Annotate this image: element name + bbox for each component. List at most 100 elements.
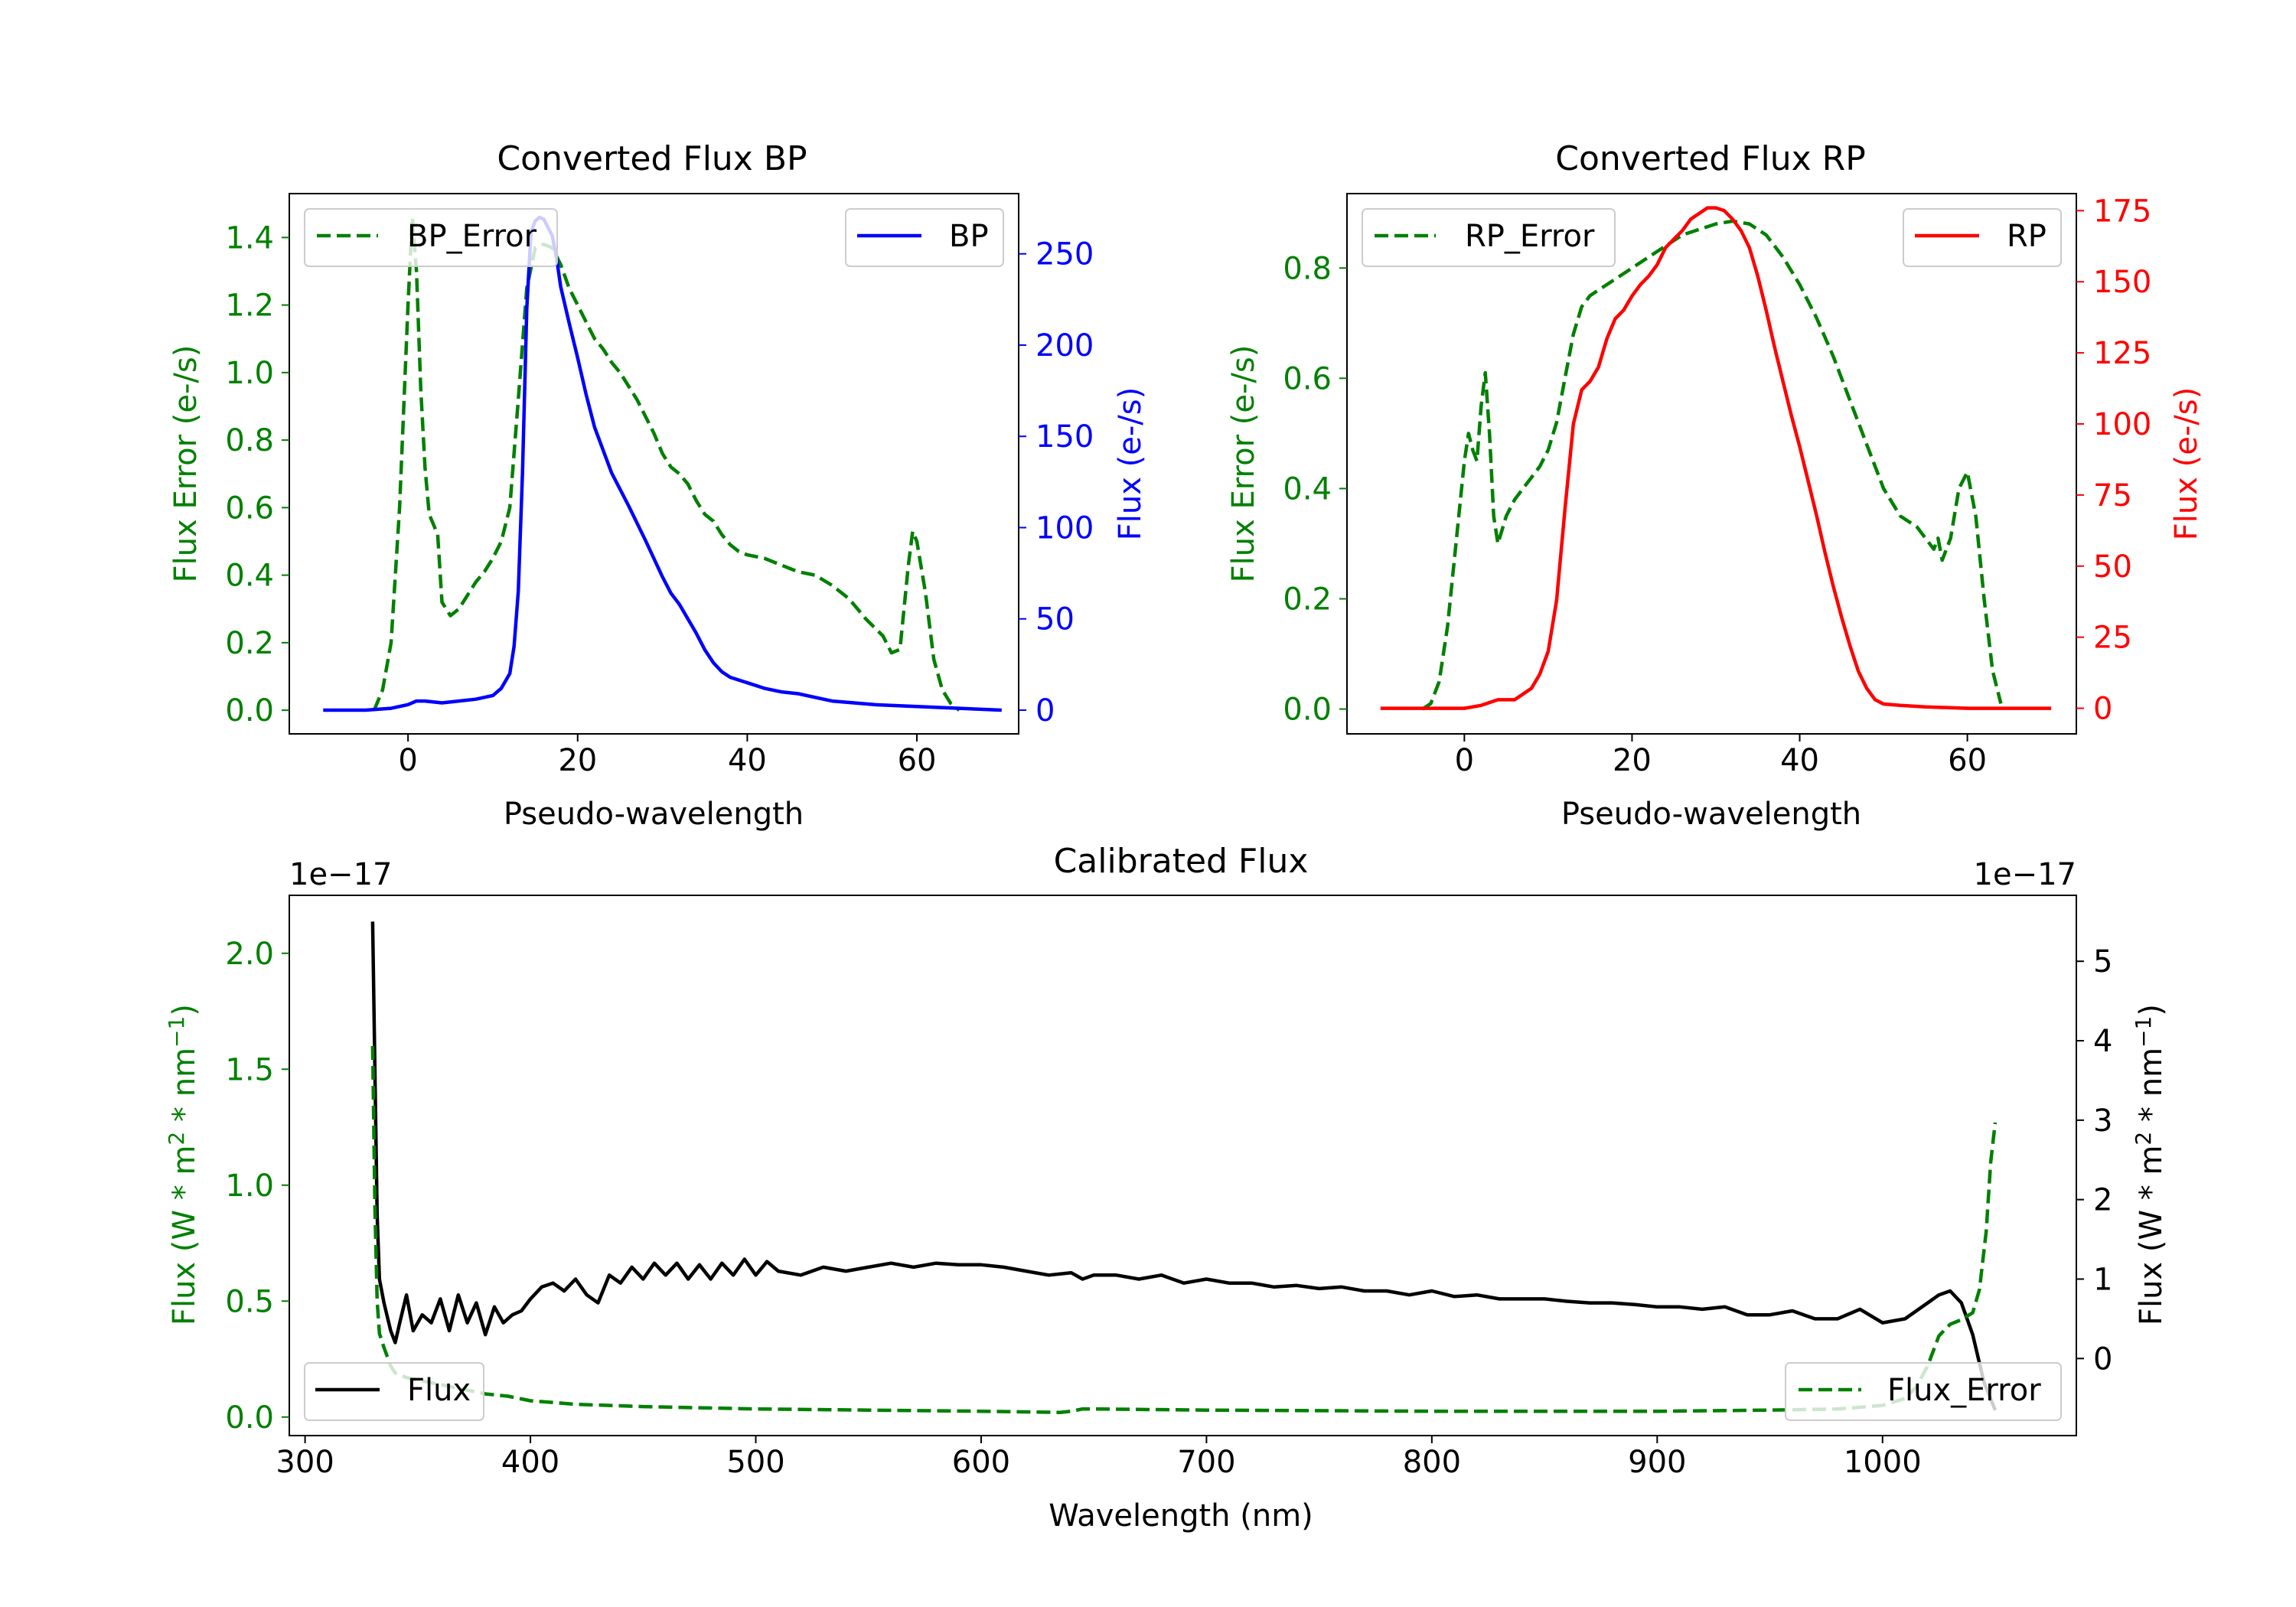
rp-title: Converted Flux RP (1555, 139, 1866, 178)
calibrated-y-left-tick-label: 0.5 (225, 1284, 274, 1319)
bp-x-axis-label: Pseudo-wavelength (504, 797, 804, 832)
rp-y-right-tick-label: 125 (2093, 336, 2151, 371)
calibrated-ylabel-right-sup2: −1 (2131, 1016, 2156, 1048)
rp-y-axis-label-right: Flux (e-/s) (2169, 387, 2204, 540)
bp-y-left-tick-label: 0.2 (225, 626, 274, 661)
rp-y-right-tick-label: 75 (2093, 478, 2132, 513)
rp-y-axis-left: 0.0 0.2 0.4 0.6 0.8 (1283, 251, 1347, 728)
bp-y-right-tick-label: 150 (1035, 419, 1094, 455)
bp-y-axis-right: 0 50 100 150 200 250 (1019, 237, 1094, 729)
rp-y-right-tick-label: 175 (2093, 194, 2151, 229)
rp-y-axis-label-left: Flux Error (e-/s) (1226, 345, 1261, 583)
bp-y-left-tick-label: 1.4 (225, 220, 274, 256)
bp-legend-right: BP (845, 208, 1004, 267)
rp-y-left-tick-label: 0.6 (1283, 361, 1332, 396)
calibrated-y-axis-label-left: Flux (W * m2 * nm−1) (164, 1004, 202, 1325)
calibrated-offset-right: 1e−17 (1974, 857, 2076, 892)
calibrated-x-tick-label: 500 (726, 1445, 784, 1480)
calibrated-ylabel-right-sup: 2 (2131, 1132, 2156, 1146)
bp-y-axis-label-left: Flux Error (e-/s) (168, 345, 204, 583)
calibrated-y-right-tick-label: 0 (2093, 1341, 2112, 1377)
calibrated-y-right-tick-label: 2 (2093, 1183, 2112, 1218)
rp-y-right-tick-label: 50 (2093, 549, 2132, 585)
rp-y-left-tick-label: 0.2 (1283, 582, 1332, 618)
bp-legend-left: BP_Error (304, 208, 558, 267)
rp-series-rp (1380, 206, 2052, 710)
bp-y-left-tick-label: 0.8 (225, 423, 274, 458)
calibrated-x-tick-label: 1000 (1844, 1445, 1922, 1480)
calibrated-ylabel-left-end: ) (167, 1004, 202, 1016)
bp-title: Converted Flux BP (497, 139, 807, 178)
rp-x-tick-label: 40 (1780, 743, 1819, 778)
calibrated-ylabel-right-mid: * nm (2134, 1048, 2169, 1132)
calibrated-x-tick-label: 400 (501, 1445, 559, 1480)
calibrated-y-left-tick-label: 1.0 (225, 1169, 274, 1204)
calibrated-title: Calibrated Flux (1054, 842, 1309, 881)
bp-panel: Converted Flux BP 0 20 40 60 0.00.20.40.60.… (168, 139, 1148, 832)
calibrated-ylabel-right-a: Flux (W * m (2134, 1146, 2169, 1325)
rp-x-axis: 0 20 40 60 (1455, 734, 1987, 778)
bp-y-left-tick-label: 0.0 (225, 693, 274, 729)
bp-y-left-tick-label: 0.6 (225, 491, 274, 526)
calibrated-y-right-tick-label: 3 (2093, 1103, 2112, 1139)
calibrated-y-right-tick-label: 5 (2093, 944, 2112, 980)
bp-y-right-tick-label: 250 (1035, 237, 1094, 272)
bp-y-right-tick-label: 50 (1035, 602, 1075, 637)
calibrated-series-flux (370, 921, 1998, 1411)
calibrated-series (370, 921, 1998, 1414)
bp-y-left-tick-label: 1.0 (225, 356, 274, 391)
bp-y-right-tick-label: 100 (1035, 510, 1094, 546)
calibrated-x-axis: 300 400 500 600 700 800 900 1000 (276, 1436, 1922, 1480)
calibrated-y-right-tick-label: 1 (2093, 1262, 2112, 1297)
calibrated-x-tick-label: 700 (1177, 1445, 1235, 1480)
rp-x-tick-label: 60 (1948, 743, 1987, 778)
bp-x-tick-label: 60 (898, 743, 937, 778)
bp-series (323, 215, 1002, 712)
calibrated-plot-frame (289, 895, 2077, 1436)
calibrated-x-tick-label: 900 (1628, 1445, 1686, 1480)
bp-legend-label-flux: BP (949, 219, 989, 254)
rp-y-right-tick-label: 100 (2093, 407, 2151, 442)
bp-plot-frame (289, 193, 1019, 735)
bp-y-axis-left: 0.0 0.2 0.4 0.6 0.8 1.0 1.2 1.4 (225, 220, 289, 729)
calibrated-panel: Calibrated Flux 1e−17 1e−17 300 400 500 600… (164, 842, 2169, 1534)
calibrated-legend-right: Flux_Error (1785, 1362, 2062, 1421)
bp-series-bp-error (372, 215, 960, 712)
calibrated-ylabel-left-a: Flux (W * m (167, 1146, 202, 1325)
rp-plot-frame (1346, 193, 2077, 735)
calibrated-ylabel-left-sup2: −1 (164, 1016, 189, 1048)
calibrated-x-axis-label: Wavelength (nm) (1049, 1498, 1313, 1534)
bp-legend-label-error: BP_Error (407, 219, 537, 254)
rp-legend-right: RP (1903, 208, 2062, 267)
calibrated-legend-label-error: Flux_Error (1887, 1373, 2041, 1408)
rp-x-axis-label: Pseudo-wavelength (1561, 797, 1861, 832)
calibrated-y-axis-left: 0.0 0.5 1.0 1.5 2.0 (225, 937, 289, 1436)
calibrated-y-left-tick-label: 0.0 (225, 1400, 274, 1436)
calibrated-offset-left: 1e−17 (289, 857, 392, 892)
rp-y-right-tick-label: 25 (2093, 621, 2132, 656)
calibrated-legend-label-flux: Flux (407, 1373, 471, 1408)
calibrated-ylabel-left-mid: * nm (167, 1048, 202, 1132)
calibrated-series-flux-error (370, 1045, 1998, 1414)
rp-y-right-tick-label: 0 (2093, 692, 2112, 727)
calibrated-y-left-tick-label: 1.5 (225, 1052, 274, 1087)
rp-y-left-tick-label: 0.0 (1283, 693, 1332, 728)
rp-panel: Converted Flux RP 0 20 40 60 0.00.20.40.60.… (1226, 139, 2204, 832)
bp-x-tick-label: 20 (558, 743, 597, 778)
bp-x-axis: 0 20 40 60 (398, 734, 936, 778)
calibrated-ylabel-left-sup: 2 (164, 1132, 189, 1146)
rp-legend-left: RP_Error (1362, 208, 1616, 267)
bp-y-left-tick-label: 0.4 (225, 559, 274, 594)
calibrated-x-tick-label: 300 (276, 1445, 334, 1480)
rp-x-tick-label: 20 (1613, 743, 1652, 778)
bp-x-tick-label: 40 (728, 743, 767, 778)
bp-x-tick-label: 0 (398, 743, 417, 778)
calibrated-y-axis-right: 0 1 2 3 4 5 (2076, 944, 2112, 1377)
bp-y-left-tick-label: 1.2 (225, 288, 274, 324)
rp-y-right-tick-label: 150 (2093, 265, 2151, 300)
rp-x-tick-label: 0 (1455, 743, 1474, 778)
bp-series-bp (323, 215, 1002, 712)
rp-series (1380, 206, 2052, 711)
calibrated-y-right-tick-label: 4 (2093, 1024, 2112, 1059)
